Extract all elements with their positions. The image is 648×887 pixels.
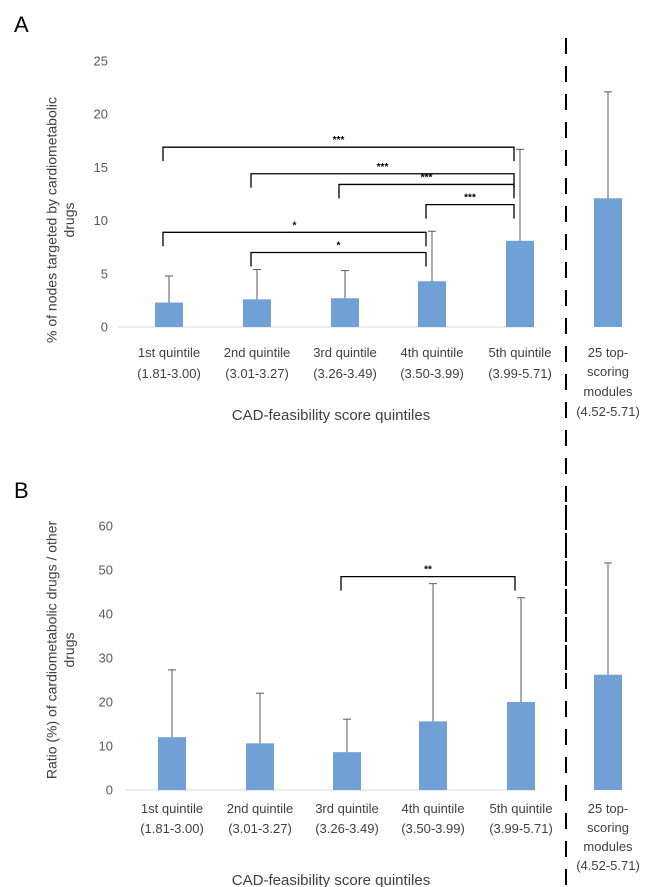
- bar: [506, 240, 534, 327]
- bar: [418, 281, 446, 327]
- y-tick-label: 50: [99, 563, 113, 578]
- top-modules-label: (4.52-5.71): [576, 404, 640, 419]
- bar: [158, 737, 186, 790]
- category-label: 4th quintile: [402, 801, 465, 816]
- y-tick-label: 10: [94, 213, 108, 228]
- y-tick-label: 40: [99, 607, 113, 622]
- y-tick-label: 25: [94, 54, 108, 69]
- significance-label: ***: [464, 193, 476, 204]
- y-tick-label: 20: [94, 107, 108, 122]
- category-range-label: (3.50-3.99): [400, 366, 464, 381]
- category-range-label: (1.81-3.00): [137, 366, 201, 381]
- top-modules-label: (4.52-5.71): [576, 858, 640, 873]
- top-modules-label: scoring: [587, 364, 629, 379]
- x-axis-label: CAD-feasibility score quintiles: [232, 407, 430, 424]
- significance-bracket: [338, 183, 515, 199]
- bar: [155, 302, 183, 327]
- significance-bracket: [250, 251, 427, 267]
- significance-bracket: [162, 146, 515, 162]
- significance-label: *: [293, 220, 297, 231]
- category-label: 3rd quintile: [315, 801, 379, 816]
- bar: [331, 298, 359, 327]
- significance-bracket: [162, 231, 427, 247]
- category-label: 1st quintile: [141, 801, 203, 816]
- category-range-label: (3.01-3.27): [225, 366, 289, 381]
- y-tick-label: 5: [101, 266, 108, 281]
- bar: [594, 674, 622, 790]
- bar: [507, 702, 535, 790]
- category-range-label: (3.99-5.71): [488, 366, 552, 381]
- category-label: 1st quintile: [138, 345, 200, 360]
- top-modules-label: modules: [583, 384, 633, 399]
- bar: [419, 721, 447, 790]
- y-tick-label: 0: [101, 320, 108, 335]
- bar: [246, 743, 274, 790]
- bar: [333, 752, 361, 790]
- top-modules-label: scoring: [587, 820, 629, 835]
- panel-letter: B: [14, 478, 29, 503]
- category-range-label: (1.81-3.00): [140, 821, 204, 836]
- category-label: 2nd quintile: [224, 345, 291, 360]
- significance-label: ***: [421, 172, 433, 183]
- category-range-label: (3.26-3.49): [313, 366, 377, 381]
- y-tick-label: 0: [106, 783, 113, 798]
- category-label: 3rd quintile: [313, 345, 377, 360]
- category-label: 4th quintile: [401, 345, 464, 360]
- y-axis-label: Ratio (%) of cardiometabolic drugs / oth…: [44, 520, 78, 779]
- category-label: 2nd quintile: [227, 801, 294, 816]
- top-modules-label: modules: [583, 839, 633, 854]
- y-tick-label: 30: [99, 651, 113, 666]
- category-range-label: (3.50-3.99): [401, 821, 465, 836]
- significance-bracket: [425, 203, 515, 219]
- category-range-label: (3.99-5.71): [489, 821, 553, 836]
- x-axis-label: CAD-feasibility score quintiles: [232, 872, 430, 887]
- significance-label: ***: [333, 135, 345, 146]
- y-tick-label: 20: [99, 695, 113, 710]
- significance-bracket: [250, 173, 515, 188]
- y-tick-label: 60: [99, 519, 113, 534]
- panel-letter: A: [14, 12, 29, 37]
- category-range-label: (3.26-3.49): [315, 821, 379, 836]
- significance-bracket: [340, 575, 516, 591]
- significance-label: ***: [377, 162, 389, 173]
- bar: [243, 299, 271, 327]
- y-axis-label: % of nodes targeted by cardiometabolic dr…: [44, 97, 78, 343]
- category-label: 5th quintile: [490, 801, 553, 816]
- top-modules-label: 25 top-: [588, 345, 628, 360]
- category-range-label: (3.01-3.27): [228, 821, 292, 836]
- top-modules-label: 25 top-: [588, 801, 628, 816]
- significance-label: *: [337, 241, 341, 252]
- significance-label: **: [424, 565, 432, 576]
- y-tick-label: 15: [94, 160, 108, 175]
- category-label: 5th quintile: [489, 345, 552, 360]
- y-tick-label: 10: [99, 739, 113, 754]
- bar: [594, 198, 622, 327]
